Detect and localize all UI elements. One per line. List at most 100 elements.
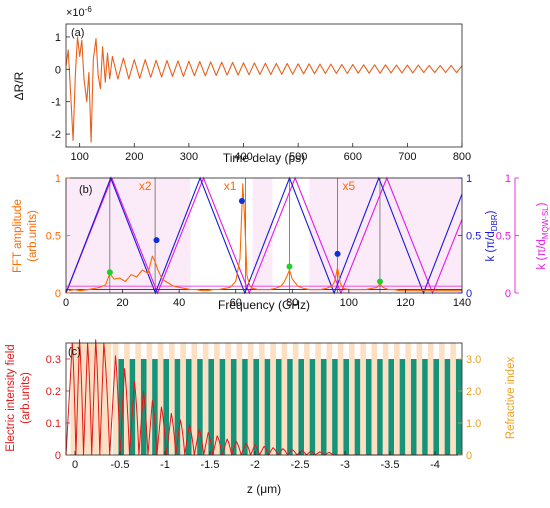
panel-a: 100 200 300 400 500 600 700 800 -2 -1 0 1 (a) ×10-… — [12, 5, 471, 165]
panel-b-multiplier-label: x2 — [139, 179, 152, 193]
panel-c-ylabel-right: Refractive index — [505, 357, 517, 440]
panel-c-low-index-layer — [377, 359, 383, 455]
panel-b-y-tick-left-label: 1 — [55, 173, 61, 185]
panel-c-low-index-layer — [264, 359, 271, 455]
panel-b-label: (b) — [79, 184, 92, 196]
panel-c-x-tick-label: -1.5 — [201, 459, 220, 471]
panel-b-x-tick-label: 20 — [116, 297, 128, 309]
panel-c-high-index-layer — [326, 343, 333, 455]
panel-b-x-tick-label: 40 — [173, 297, 185, 309]
panel-c-high-index-layer — [292, 343, 299, 455]
panel-c-high-index-layer — [247, 343, 254, 455]
panel-c-high-index-layer — [135, 343, 141, 455]
panel-a-series-line — [65, 36, 463, 143]
panel-c-low-index-layer — [219, 359, 226, 455]
panel-c-low-index-layer — [208, 359, 215, 455]
panel-c-high-index-layer — [450, 343, 456, 455]
panel-b-ylabel-left: FFT amplitude (arb.units) — [12, 199, 39, 273]
panel-c-high-index-layer — [371, 343, 378, 455]
panel-b-x-ticks: 0 20 40 60 80 100 120 140 — [63, 289, 471, 309]
panel-a-y-tick-label: 0 — [55, 64, 61, 76]
panel-a-series — [65, 36, 463, 143]
panel-c-x-tick-label: -2.5 — [291, 459, 310, 471]
panel-c-low-index-layer — [343, 359, 350, 455]
panel-c-x-ticks: 0 -0.5 -1 -1.5 -2 -2.5 -3 -3.5 -4 — [72, 451, 440, 471]
panel-c-low-index-layer — [388, 359, 395, 455]
panel-c-high-index-layer — [180, 343, 186, 455]
panel-b-y-tick-right-dbr-label: 0 — [466, 288, 472, 300]
panel-c-low-index-layer — [230, 359, 237, 455]
panel-b-blue-marker — [238, 198, 245, 204]
panel-b-x-tick-label: 140 — [453, 297, 471, 309]
panel-c-high-index-layer — [360, 343, 366, 455]
panel-b-y-ticks-right-dbr: 00.51 — [458, 173, 481, 300]
panel-c-low-index-layer — [197, 359, 203, 455]
panel-b-green-marker — [376, 278, 383, 285]
panel-b-x-tick-label: 80 — [286, 297, 298, 309]
panel-c-x-tick-label: -3.5 — [381, 459, 400, 471]
panel-c-high-index-layer — [236, 343, 243, 455]
panel-b-x-tick-label: 0 — [63, 297, 69, 309]
panel-c-xlabel: z (μm) — [247, 482, 281, 496]
panel-b-dispersion-dbr — [65, 176, 463, 295]
panel-b-ylabel-right-mqw: k (π/dMQW-SL) — [536, 202, 550, 269]
panel-b-y-tick-right-mqw-label: 0.5 — [496, 231, 511, 243]
panel-b-shaded-band — [252, 178, 273, 293]
panel-c-high-index-layer — [281, 343, 288, 455]
panel-c-low-index-layer — [433, 359, 440, 455]
panel-a-y-tick-label: -1 — [51, 97, 61, 109]
panel-c-low-index-layer — [298, 359, 305, 455]
panel-a-x-tick-label: 400 — [234, 151, 252, 163]
panel-c-low-index-layer — [455, 359, 462, 455]
panel-c-ylabel-left-title: Electric intensity field — [5, 344, 17, 451]
panel-c-high-index-layer — [382, 343, 389, 455]
panel-c-high-index-layer — [405, 343, 411, 455]
panel-a-y-ticks: -2 -1 0 1 — [51, 32, 70, 141]
panel-c-high-index-layer — [315, 343, 321, 455]
panel-c: 0 -0.5 -1 -1.5 -2 -2.5 -3 -3.5 -4 0 0.1 0.2 0.3 0 1.… — [5, 339, 517, 496]
panel-c-low-index-layer — [253, 359, 260, 455]
panel-c-high-index-layer — [439, 343, 445, 455]
panel-c-low-index-layer — [422, 359, 428, 455]
panel-c-low-index-layer — [275, 359, 282, 455]
panel-c-high-index-layer — [416, 343, 423, 455]
panel-b-multiplier-label: x5 — [343, 179, 356, 193]
panel-b-green-marker — [106, 269, 113, 276]
panel-c-high-index-layer — [112, 343, 119, 455]
panel-c-high-index-layer — [349, 343, 355, 455]
panel-c-high-index-layer — [259, 343, 265, 455]
panel-b-y-tick-right-dbr-label: 0.5 — [466, 231, 481, 243]
panel-a-exponent: ×10-6 — [66, 5, 92, 19]
panel-b-x-tick-label: 60 — [230, 297, 242, 309]
panel-b-fft — [68, 183, 462, 292]
panel-b-ylabel-left-units: (arb.units) — [27, 210, 39, 262]
panel-c-high-index-layer — [191, 343, 198, 455]
panel-c-high-index-layer — [337, 343, 344, 455]
panel-b-x-tick-label: 120 — [396, 297, 414, 309]
panel-c-high-index-layer — [270, 343, 276, 455]
panel-c-high-index-layer — [169, 343, 175, 455]
panel-c-x-tick-label: -3 — [340, 459, 350, 471]
panel-c-low-index-layer — [399, 359, 406, 455]
panel-c-x-tick-label: -1 — [160, 459, 170, 471]
panel-c-y-tick-left-label: 0 — [55, 450, 61, 462]
panel-c-low-index-layer — [320, 359, 327, 455]
panel-a-x-tick-label: 200 — [125, 151, 143, 163]
panel-b-blue-marker — [153, 237, 160, 244]
panel-b-shaded-bands — [66, 178, 462, 293]
panel-c-y-ticks-left: 0 0.1 0.2 0.3 — [46, 354, 70, 462]
panel-c-high-index-layer — [394, 343, 400, 455]
panel-c-y-tick-right-label: 2.0 — [466, 386, 481, 398]
panel-c-y-tick-left-label: 0.1 — [46, 418, 61, 430]
panel-c-low-index-layer — [365, 359, 372, 455]
panel-c-low-index-layer — [185, 359, 192, 455]
panel-c-high-index-layer — [427, 343, 434, 455]
panel-c-x-tick-label: -2 — [250, 459, 260, 471]
panel-c-low-index-layer — [140, 359, 147, 455]
panel-c-low-index-layer — [444, 359, 451, 455]
panel-c-label: (c) — [68, 346, 81, 358]
panel-a-frame — [65, 23, 463, 148]
panel-b-multipliers: x2 x1 x5 — [139, 179, 356, 193]
panel-b-y-tick-right-dbr-label: 1 — [466, 173, 472, 185]
